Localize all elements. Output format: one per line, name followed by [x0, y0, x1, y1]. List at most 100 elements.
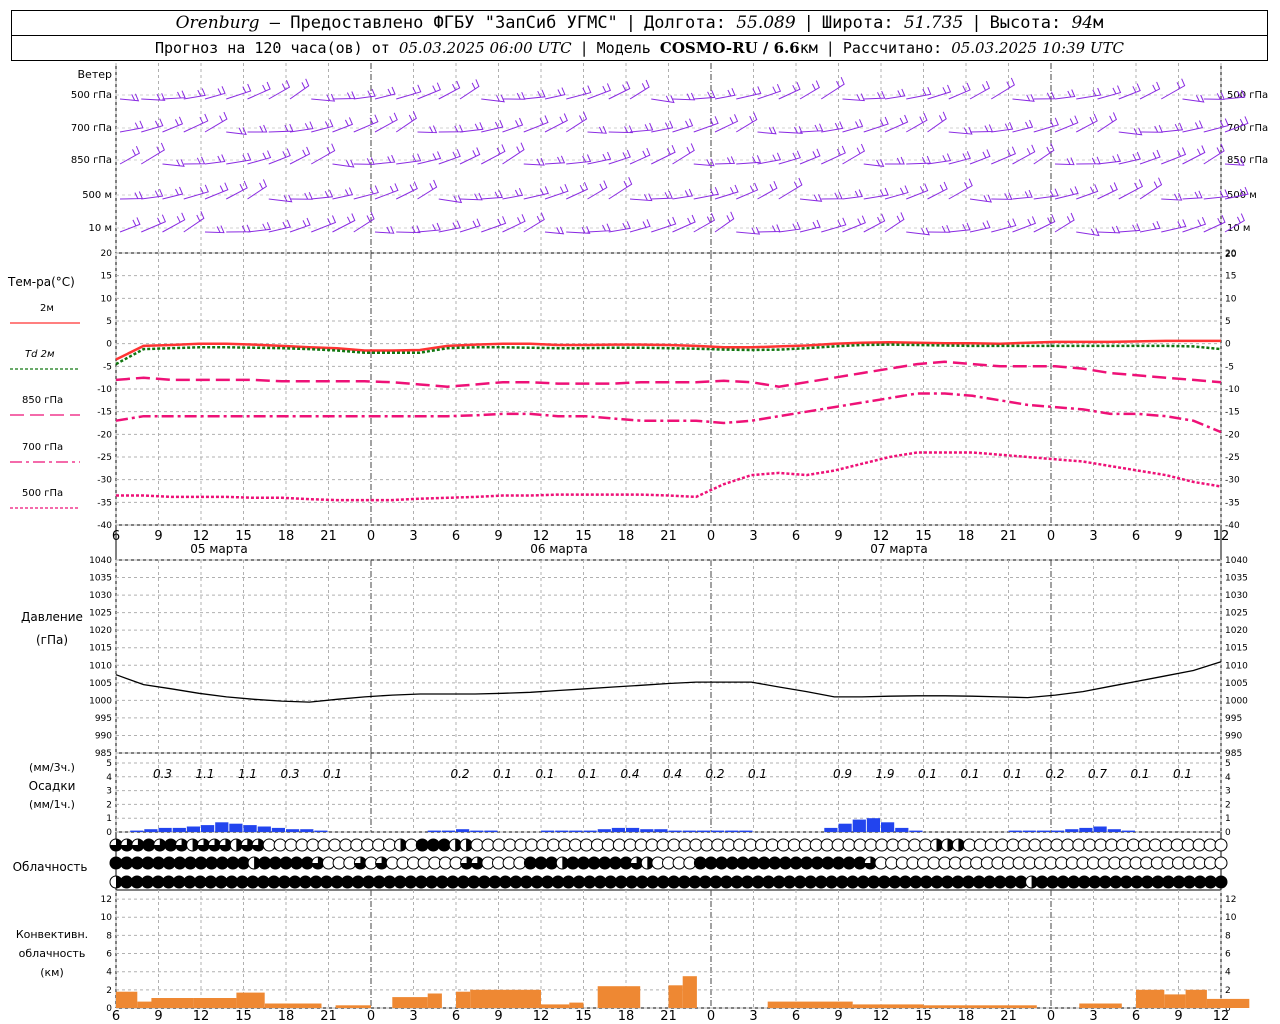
cloud-symbol — [1181, 838, 1195, 852]
wind-barb — [948, 126, 973, 135]
precip-bar — [682, 830, 696, 832]
wind-barb — [396, 225, 421, 234]
cloud-symbol — [339, 838, 353, 852]
wind-barb — [332, 187, 354, 200]
cloud-symbol — [514, 838, 528, 852]
conv-bar — [116, 991, 138, 1008]
wind-barb — [863, 187, 889, 200]
temp-xtick: 18 — [618, 529, 635, 544]
cloud-symbol — [1072, 838, 1086, 852]
cloud-symbol — [1050, 838, 1064, 852]
wind-barb — [1203, 215, 1226, 233]
wind-barb — [1118, 151, 1141, 165]
wind-barb — [863, 159, 885, 168]
wind-barb — [1203, 189, 1229, 200]
wind-barb — [289, 78, 310, 100]
wind-barb — [523, 157, 545, 166]
cloud-symbol — [1094, 838, 1108, 852]
cloud-symbol-half — [116, 876, 122, 888]
wind-barb — [183, 113, 209, 133]
conv-bar — [1185, 989, 1207, 1008]
temp-xtick: 6 — [112, 529, 120, 544]
wind-barb — [162, 212, 186, 233]
wind-barb — [736, 226, 761, 235]
wind-barb — [1224, 158, 1245, 166]
cloud-symbol-part — [460, 857, 473, 870]
wind-barb — [1224, 89, 1246, 100]
precip-bar — [711, 830, 725, 832]
precip-bar — [668, 830, 682, 832]
temp-ytick-left: 0 — [106, 340, 112, 350]
precip-bar — [470, 830, 484, 832]
wind-barb — [119, 146, 141, 165]
model-name: COSMO-RU / 6.6 — [659, 39, 800, 57]
wind-barb — [204, 86, 226, 100]
cloud-symbol — [711, 838, 725, 852]
wind-barb — [311, 93, 336, 102]
cloud-symbol — [689, 838, 703, 852]
wind-barb — [417, 82, 441, 100]
conv-ytick-right: 0 — [1225, 1004, 1231, 1014]
wind-barb — [1203, 118, 1229, 133]
temp-ytick-right: -25 — [1225, 453, 1240, 463]
cloud-symbol — [1006, 838, 1020, 852]
precip-3h-value: 0.3 — [280, 767, 299, 781]
cloud-symbol-part — [131, 839, 144, 852]
cloud-symbol — [1137, 838, 1151, 852]
cloud-symbol — [897, 838, 911, 852]
temp-ytick-right: 15 — [1225, 272, 1236, 282]
precip-3h-value: 0.1 — [1003, 767, 1022, 781]
wind-barb — [714, 114, 739, 133]
wind-barb — [566, 226, 591, 234]
conv-bar — [335, 1005, 371, 1008]
cloud-symbol — [634, 838, 648, 852]
precip-bar — [186, 826, 200, 832]
temp-ytick-right: 20 — [1225, 249, 1237, 259]
temp-panel-label: Тем-ра(°C) — [7, 275, 75, 289]
cloud-symbol — [372, 838, 386, 852]
wind-barb — [906, 183, 929, 200]
wind-barb — [162, 90, 186, 100]
wind-barb — [1012, 119, 1034, 133]
wind-barb — [374, 226, 395, 234]
wind-level-label-right: 700 гПа — [1227, 123, 1268, 134]
precip-bar — [1093, 826, 1107, 832]
cloud-symbol — [1192, 838, 1206, 852]
cloud-symbol — [733, 838, 747, 852]
conv-bar — [1164, 994, 1186, 1008]
cloud-symbol — [623, 838, 637, 852]
cloud-symbol-half — [254, 857, 261, 869]
wind-barb — [799, 194, 823, 202]
precip-3h-value: 0.1 — [748, 767, 767, 781]
conv-bar — [1206, 998, 1250, 1008]
wind-barb — [353, 157, 376, 165]
temp-ytick-left: -35 — [97, 498, 112, 508]
temp-ytick-left: -40 — [97, 521, 112, 531]
wind-barb — [693, 90, 716, 100]
wind-barb — [842, 189, 863, 200]
conv-ytick-left: 0 — [106, 1004, 112, 1014]
temp-series-line — [115, 343, 1222, 366]
wind-barb — [289, 192, 313, 200]
wind-barb — [183, 184, 209, 200]
cloud-symbol — [1116, 838, 1129, 852]
precip-bar — [1036, 830, 1050, 832]
wind-barb — [842, 119, 864, 133]
wind-barb — [587, 180, 608, 200]
pressure-ytick-right: 990 — [1225, 731, 1242, 741]
temp-ytick-left: -25 — [97, 453, 112, 463]
precip-ytick-left: 3 — [106, 787, 112, 797]
cloud-symbol-half — [192, 839, 199, 851]
wind-barb — [587, 126, 607, 134]
wind-barb — [289, 121, 314, 133]
wind-barb — [268, 148, 291, 165]
wind-barb — [183, 88, 206, 100]
precip-bar — [441, 830, 455, 832]
precip-3h-value: 0.1 — [918, 767, 937, 781]
precip-bar — [243, 825, 257, 832]
wind-barb — [353, 211, 375, 233]
wind-barb — [374, 183, 399, 200]
wind-barb — [523, 186, 549, 200]
precip-bar — [144, 829, 158, 832]
temp-xtick: 3 — [749, 529, 757, 544]
